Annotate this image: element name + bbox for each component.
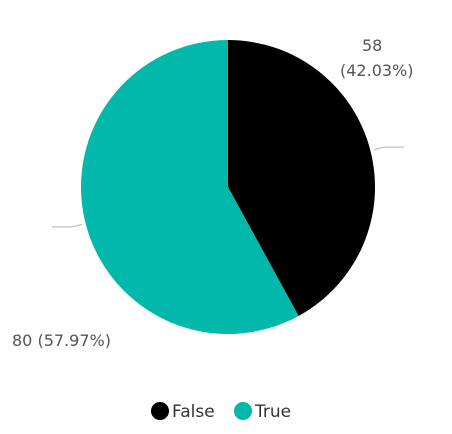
data-label-true: 80 (57.97%) [12, 331, 111, 350]
legend-marker-false [151, 402, 169, 420]
leader-line-true [52, 223, 82, 228]
pie-slice-true[interactable] [80, 40, 299, 334]
leader-line-false [374, 146, 404, 151]
legend-marker-true [234, 402, 252, 420]
data-label-false-percent: (42.03%) [340, 61, 414, 80]
pie-leader-lines [52, 146, 404, 228]
legend: False True [151, 402, 291, 422]
legend-label-true: True [254, 402, 291, 422]
data-label-false-value: 58 [362, 36, 382, 55]
pie-slices [80, 40, 375, 334]
pie-slice-false[interactable] [228, 40, 375, 316]
legend-label-false: False [172, 402, 215, 422]
